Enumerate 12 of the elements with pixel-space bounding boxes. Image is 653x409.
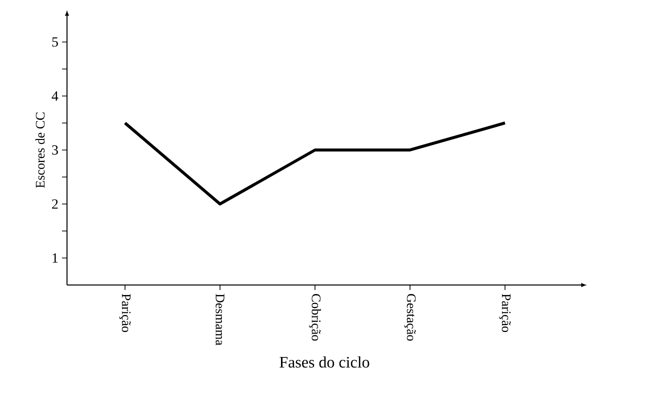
y-tick-label: 2 [52, 199, 58, 209]
y-tick-label: 1 [52, 253, 58, 263]
x-tick-label: Parição [499, 294, 511, 332]
x-tick-label: Desmama [216, 294, 224, 346]
y-tick-label: 4 [52, 91, 58, 101]
x-axis-title: Fases do ciclo [280, 356, 370, 368]
y-tick-label: 3 [52, 145, 58, 155]
y-tick-label: 5 [52, 37, 58, 47]
x-tick-label: Parição [119, 294, 131, 332]
y-axis-title: Escores de CC [35, 112, 45, 188]
x-tick-label: Gestação [404, 294, 416, 341]
x-tick-label: Cobrição [309, 294, 321, 341]
